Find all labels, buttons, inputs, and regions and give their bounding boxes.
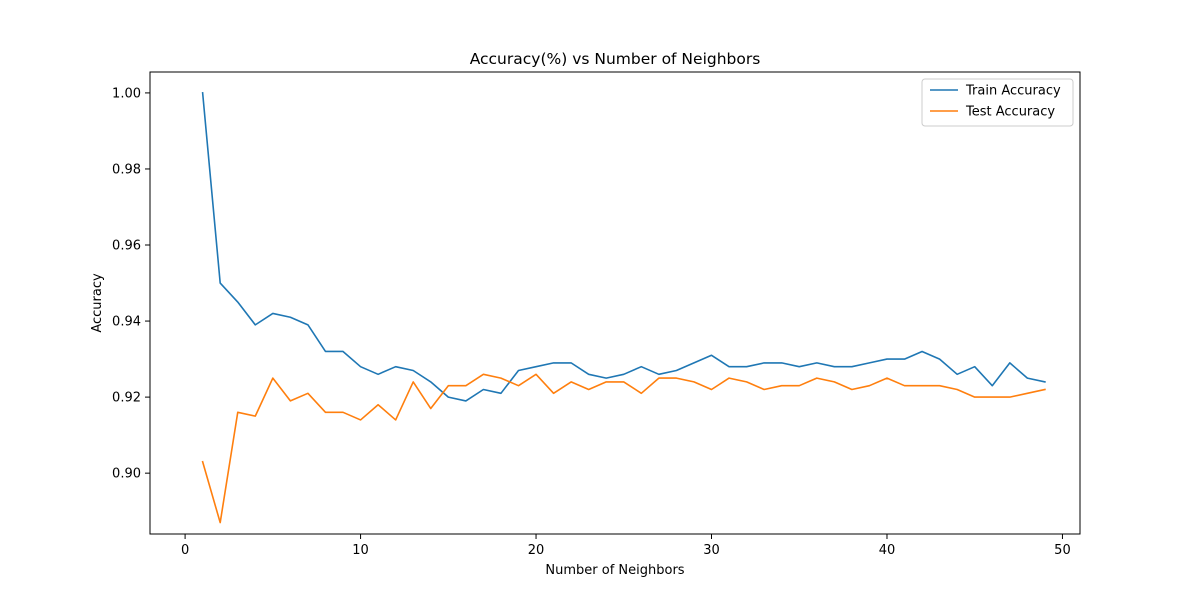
- y-tick-label: 0.98: [112, 162, 141, 177]
- x-axis: 0 10 20 30 40 50: [181, 534, 1071, 558]
- y-axis-label: Accuracy: [90, 273, 105, 333]
- x-tick-label: 50: [1054, 543, 1071, 558]
- series-line-train-accuracy: [201, 92, 1046, 402]
- y-tick-label: 0.90: [112, 467, 141, 482]
- x-tick-label: 10: [352, 543, 369, 558]
- legend: Train Accuracy Test Accuracy: [921, 78, 1074, 127]
- plot-area: [149, 71, 1081, 535]
- y-tick-label: 0.96: [112, 239, 141, 254]
- y-tick-label: 0.92: [112, 391, 141, 406]
- chart-title: Accuracy(%) vs Number of Neighbors: [470, 50, 761, 68]
- series-line-test-accuracy: [201, 373, 1046, 524]
- legend-box: [921, 78, 1074, 127]
- y-axis: 0.90 0.92 0.94 0.96 0.98 1.00: [112, 86, 150, 482]
- x-tick-label: 0: [181, 543, 189, 558]
- x-tick-label: 20: [528, 543, 545, 558]
- x-tick-label: 40: [879, 543, 896, 558]
- x-tick-label: 30: [703, 543, 720, 558]
- legend-label: Test Accuracy: [965, 105, 1055, 120]
- y-tick-label: 1.00: [112, 86, 141, 101]
- x-axis-label: Number of Neighbors: [545, 563, 684, 578]
- legend-label: Train Accuracy: [965, 84, 1061, 99]
- y-tick-label: 0.94: [112, 315, 141, 330]
- series-lines: [201, 92, 1046, 524]
